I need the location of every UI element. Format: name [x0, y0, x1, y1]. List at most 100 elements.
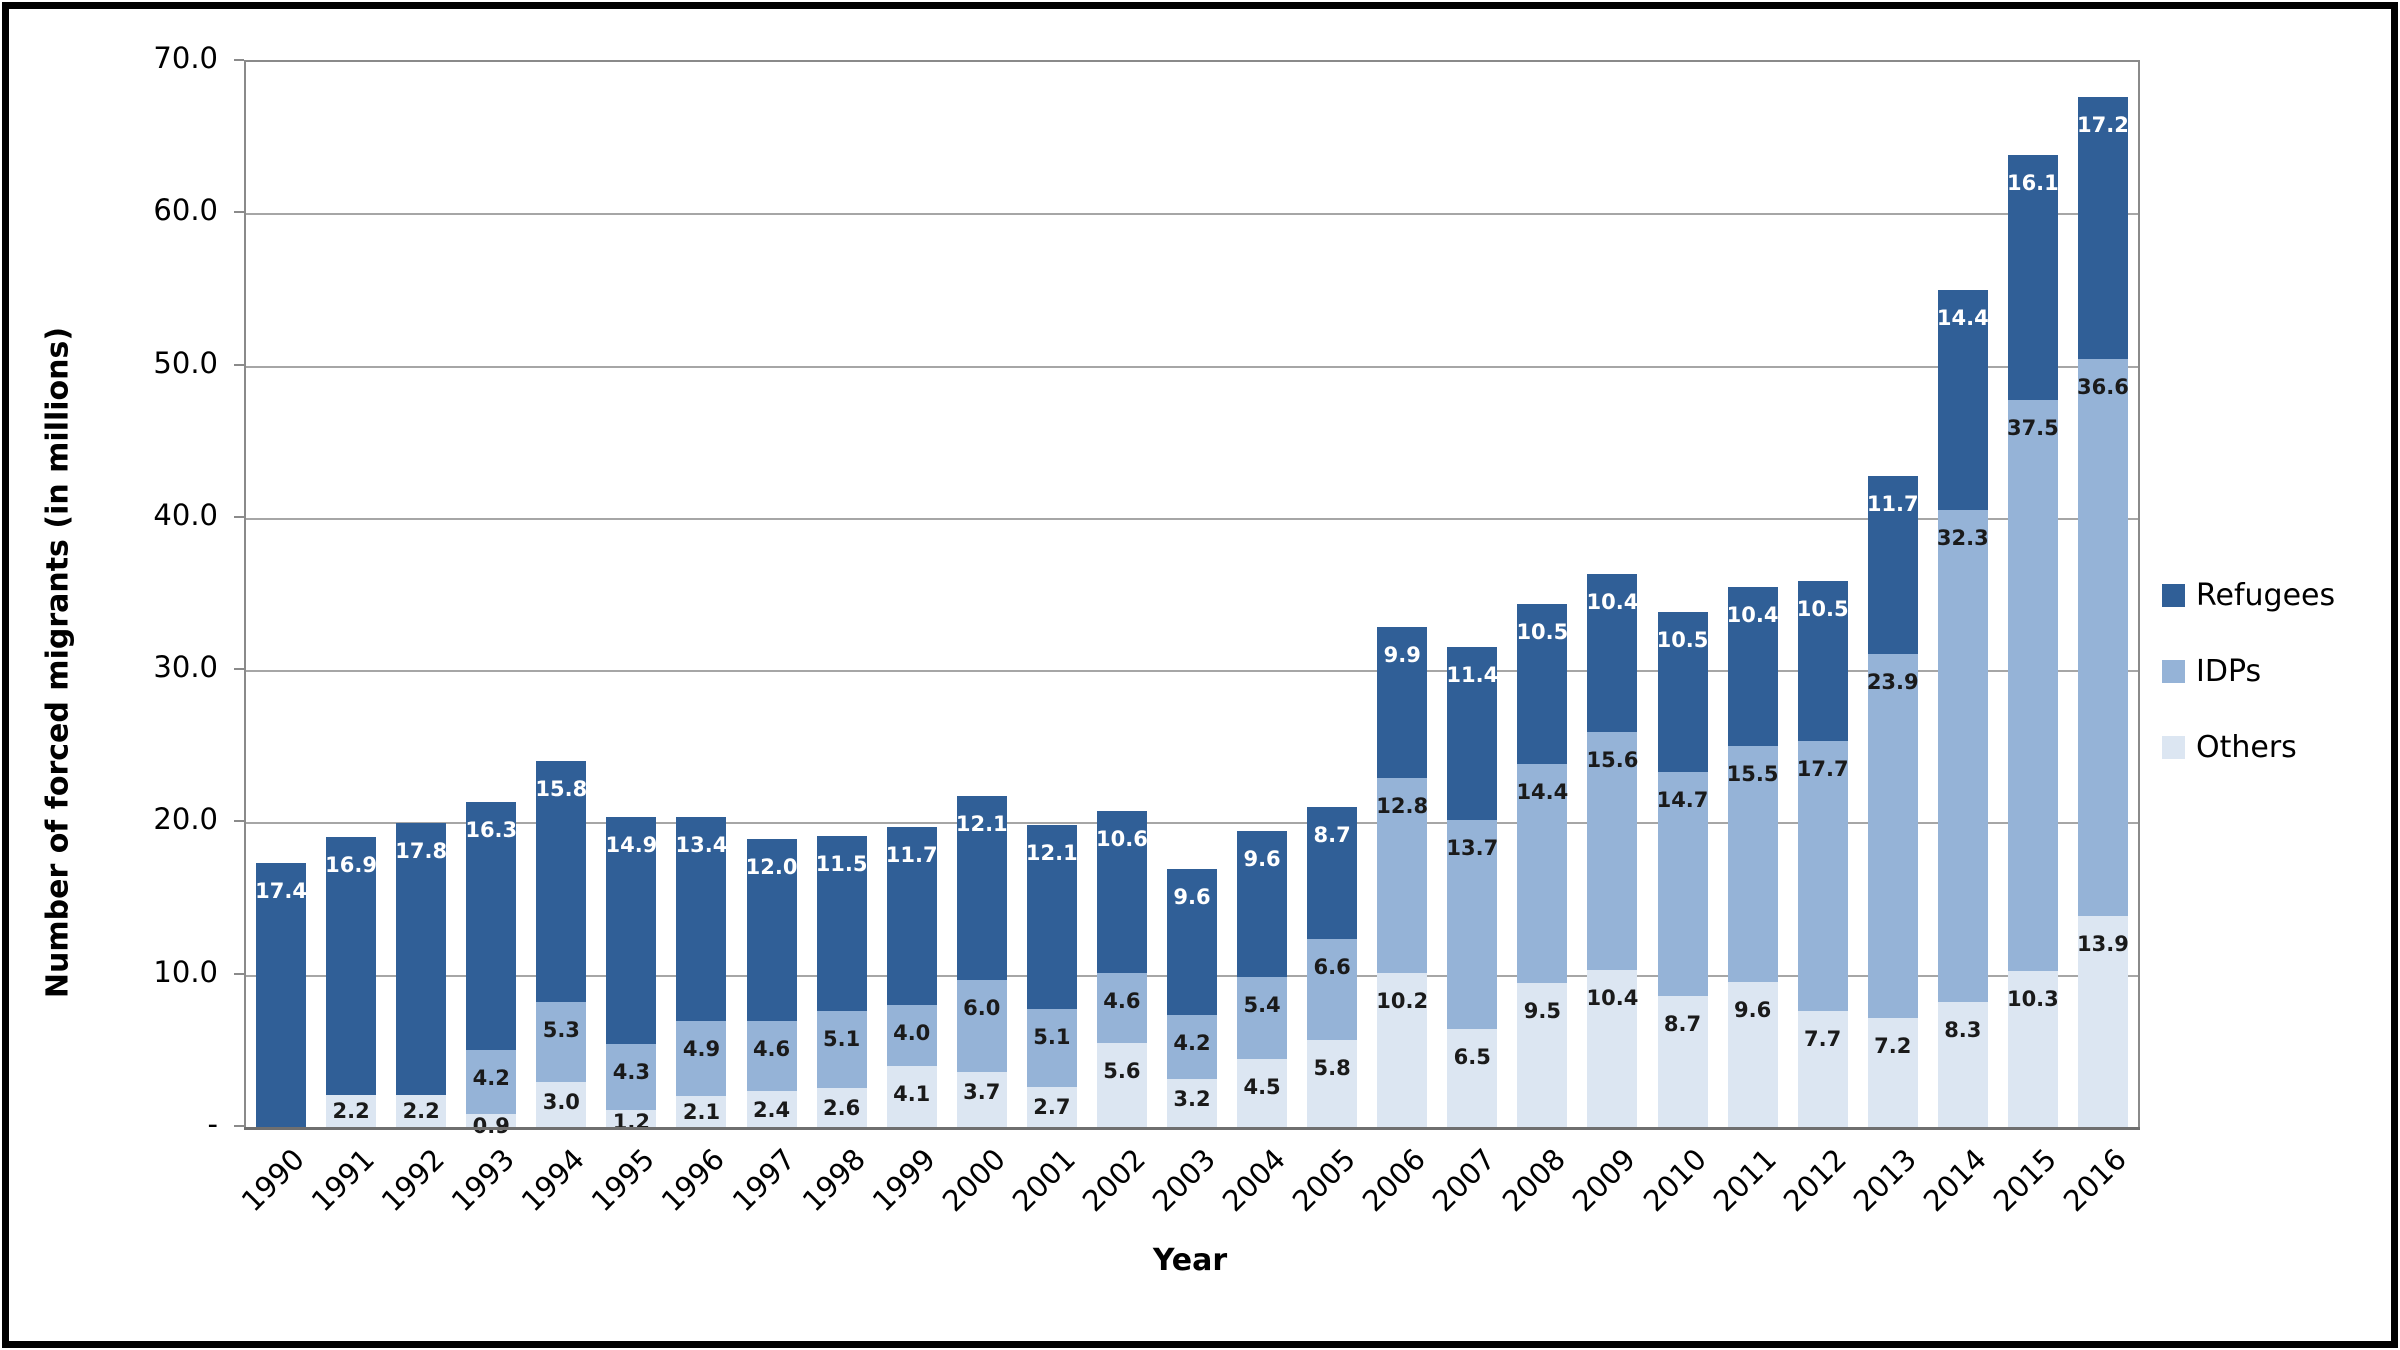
category-2004: 9.6 5.4 4.5 [1227, 62, 1297, 1128]
stacked-bar-2000: 12.1 6.0 3.7 [955, 796, 1008, 1128]
stacked-bar-2005: 8.7 6.6 5.8 [1307, 806, 1358, 1128]
bar-segment-idps-1993: 4.2 [466, 1050, 517, 1115]
data-label-idps-2012: 17.7 [1796, 757, 1849, 782]
bar-segment-refugees-2012: 10.5 [1797, 581, 1849, 742]
bar-segment-idps-2004: 5.4 [1237, 977, 1288, 1060]
bar-segment-others-2010: 8.7 [1657, 995, 1708, 1128]
bar-segment-idps-2013: 23.9 [1867, 654, 1919, 1019]
bar-segment-refugees-2015: 16.1 [2006, 154, 2059, 401]
x-tick-label-2010: 2010 [1636, 1142, 1713, 1219]
stacked-bar-2001: 12.1 5.1 2.7 [1026, 824, 1078, 1128]
data-label-idps-2003: 4.2 [1173, 1031, 1211, 1056]
x-tick-label-2011: 2011 [1706, 1142, 1783, 1219]
data-label-idps-1996: 4.9 [682, 1037, 721, 1062]
bar-segment-others-2012: 7.7 [1797, 1010, 1848, 1128]
category-2015: 16.1 37.5 10.3 [1998, 62, 2068, 1128]
data-label-others-2016: 13.9 [2077, 932, 2129, 957]
category-1990: 17.4 [246, 62, 316, 1128]
bar-segment-refugees-2013: 11.7 [1867, 476, 1919, 655]
x-tick-label-2002: 2002 [1075, 1142, 1152, 1219]
bar-segment-others-2016: 13.9 [2077, 916, 2129, 1128]
stacked-bar-1994: 15.8 5.3 3.0 [535, 761, 587, 1128]
x-tick-label-1998: 1998 [795, 1142, 872, 1219]
data-label-refugees-1993: 16.3 [465, 818, 518, 843]
bar-segment-others-2000: 3.7 [956, 1071, 1007, 1128]
bar-segment-idps-1995: 4.3 [606, 1044, 657, 1110]
data-label-others-1999: 4.1 [893, 1081, 931, 1106]
data-label-idps-2002: 4.6 [1103, 988, 1141, 1013]
y-axis-tick [234, 211, 244, 214]
bar-segment-refugees-2006: 9.9 [1377, 627, 1428, 778]
data-label-idps-2009: 15.6 [1586, 748, 1639, 773]
bar-segment-refugees-1994: 15.8 [535, 761, 587, 1002]
x-tick-label-2007: 2007 [1426, 1142, 1503, 1219]
data-label-idps-2004: 5.4 [1243, 993, 1281, 1018]
data-label-others-2003: 3.2 [1173, 1087, 1211, 1112]
stacked-bar-2004: 9.6 5.4 4.5 [1237, 831, 1288, 1128]
x-axis-title: Year [1152, 1243, 1228, 1278]
data-label-idps-1994: 5.3 [542, 1017, 580, 1042]
bar-segment-refugees-2001: 12.1 [1026, 824, 1078, 1010]
y-axis-tick [234, 363, 244, 366]
stacked-bar-1995: 14.9 4.3 1.2 [605, 817, 657, 1134]
x-tick-label-1993: 1993 [445, 1142, 522, 1219]
bar-segment-refugees-1998: 11.5 [816, 835, 868, 1011]
stacked-bar-2011: 10.4 15.5 9.6 [1726, 587, 1779, 1128]
bar-segment-idps-2003: 4.2 [1166, 1015, 1217, 1080]
legend-label-idps: IDPs [2196, 654, 2262, 689]
data-label-others-2006: 10.2 [1376, 988, 1429, 1013]
data-label-idps-2011: 15.5 [1726, 761, 1779, 786]
category-1994: 15.8 5.3 3.0 [526, 62, 596, 1128]
bar-segment-idps-2000: 6.0 [956, 980, 1007, 1072]
category-1997: 12.0 4.6 2.4 [737, 62, 807, 1128]
data-label-refugees-2000: 12.1 [955, 812, 1008, 837]
bar-segment-refugees-1996: 13.4 [676, 817, 727, 1022]
data-label-refugees-2002: 10.6 [1095, 827, 1148, 852]
bar-segment-idps-2011: 15.5 [1726, 745, 1779, 982]
bar-segment-idps-1994: 5.3 [536, 1001, 587, 1083]
data-label-refugees-2015: 16.1 [2006, 170, 2059, 195]
data-label-idps-2006: 12.8 [1376, 793, 1429, 818]
data-label-refugees-2009: 10.4 [1586, 589, 1639, 614]
data-label-others-2007: 6.5 [1453, 1045, 1491, 1070]
y-axis-tick [234, 820, 244, 823]
category-1995: 14.9 4.3 1.2 [596, 62, 666, 1134]
data-label-refugees-2016: 17.2 [2077, 113, 2129, 138]
data-label-others-2004: 4.5 [1243, 1075, 1281, 1100]
data-label-refugees-1999: 11.7 [885, 842, 938, 867]
bar-segment-others-2004: 4.5 [1237, 1059, 1288, 1128]
data-label-idps-2014: 32.3 [1936, 525, 1989, 550]
data-label-idps-1998: 5.1 [823, 1026, 861, 1051]
data-label-refugees-1991: 16.9 [325, 853, 378, 878]
legend-item-refugees: Refugees [2162, 578, 2335, 613]
y-axis-tick [234, 515, 244, 518]
x-tick-label-1994: 1994 [515, 1142, 592, 1219]
bar-segment-others-2002: 5.6 [1096, 1042, 1147, 1128]
data-label-idps-1997: 4.6 [752, 1037, 791, 1062]
bar-segment-others-1993: 0.9 [466, 1114, 517, 1138]
data-label-refugees-2014: 14.4 [1936, 306, 1989, 331]
y-tick-label: 70.0 [153, 41, 218, 75]
data-label-idps-2008: 14.4 [1516, 780, 1569, 805]
bar-segment-others-1994: 3.0 [536, 1082, 587, 1128]
stacked-bar-1990: 17.4 [255, 863, 307, 1128]
y-tick-label: - [207, 1107, 218, 1141]
data-label-idps-2000: 6.0 [963, 996, 1001, 1021]
bar-segment-idps-2001: 5.1 [1026, 1009, 1077, 1087]
bar-segment-idps-2009: 15.6 [1586, 732, 1639, 970]
bar-segment-refugees-2007: 11.4 [1446, 646, 1498, 821]
bar-segment-idps-2002: 4.6 [1096, 972, 1147, 1043]
bar-segment-others-1999: 4.1 [886, 1065, 937, 1128]
data-label-others-1997: 2.4 [752, 1097, 791, 1122]
bar-segment-idps-2015: 37.5 [2007, 400, 2059, 972]
bar-segment-refugees-2016: 17.2 [2077, 97, 2129, 359]
stacked-bar-2008: 10.5 14.4 9.5 [1516, 604, 1569, 1128]
category-2008: 10.5 14.4 9.5 [1507, 62, 1577, 1128]
bar-segment-idps-1998: 5.1 [816, 1010, 867, 1089]
bar-segment-others-2013: 7.2 [1867, 1018, 1918, 1128]
bar-segment-others-2015: 10.3 [2007, 971, 2059, 1128]
data-label-others-2013: 7.2 [1874, 1034, 1912, 1059]
x-tick-label-2004: 2004 [1215, 1142, 1293, 1219]
stacked-bar-1993: 16.3 4.2 0.9 [465, 802, 518, 1138]
